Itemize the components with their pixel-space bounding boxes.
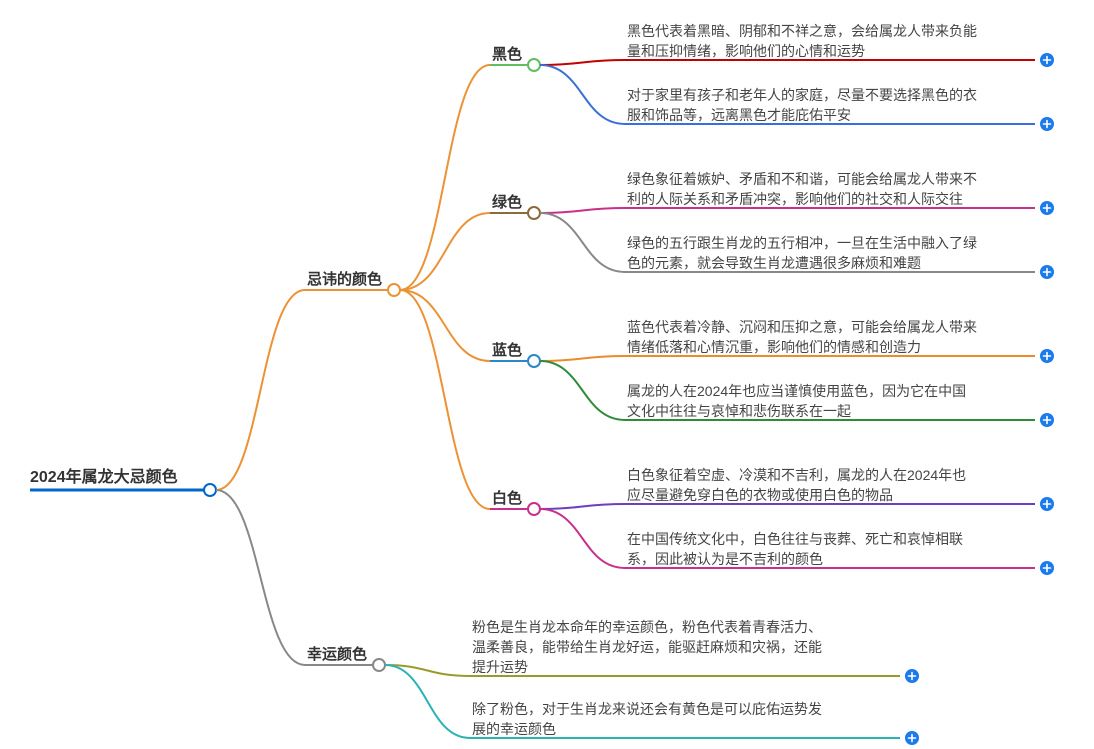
connector: [540, 356, 625, 361]
sub-label-blue: 蓝色: [492, 341, 522, 359]
connector: [216, 490, 305, 665]
leaf-text-white-1: 在中国传统文化中，白色往往与丧葬、死亡和哀悼相联系，因此被认为是不吉利的颜色: [627, 531, 963, 567]
leaf-text-lucky-1: 除了粉色，对于生肖龙来说还会有黄色是可以庇佑运势发展的幸运颜色: [472, 701, 822, 737]
connector: [400, 213, 490, 290]
leaf-text-white-0: 白色象征着空虚、冷漠和不吉利，属龙的人在2024年也应尽量避免穿白色的衣物或使用…: [627, 467, 966, 503]
expand-button-black-1[interactable]: [1040, 117, 1054, 131]
connector: [540, 504, 625, 509]
leaf-text-green-1: 绿色的五行跟生肖龙的五行相冲，一旦在生活中融入了绿色的元素，就会导致生肖龙遭遇很…: [627, 235, 977, 271]
branch-label-taboo: 忌讳的颜色: [307, 270, 382, 288]
root-node: [204, 484, 216, 496]
branch-node-taboo: [388, 284, 400, 296]
connector: [540, 60, 625, 65]
sub-node-green: [528, 207, 540, 219]
leaf-text-blue-1: 属龙的人在2024年也应当谨慎使用蓝色，因为它在中国文化中往往与哀悼和悲伤联系在…: [627, 383, 966, 419]
expand-button-green-0[interactable]: [1040, 201, 1054, 215]
connector: [400, 290, 490, 361]
expand-button-blue-1[interactable]: [1040, 413, 1054, 427]
expand-button-blue-0[interactable]: [1040, 349, 1054, 363]
connector: [400, 65, 490, 290]
connector: [540, 509, 625, 568]
sub-node-blue: [528, 355, 540, 367]
sub-label-green: 绿色: [492, 193, 522, 211]
sub-node-white: [528, 503, 540, 515]
leaf-text-green-0: 绿色象征着嫉妒、矛盾和不和谐，可能会给属龙人带来不利的人际关系和矛盾冲突，影响他…: [627, 171, 977, 207]
expand-button-white-1[interactable]: [1040, 561, 1054, 575]
branch-node-lucky: [373, 659, 385, 671]
connector: [540, 361, 625, 420]
expand-button-lucky-1[interactable]: [905, 731, 919, 745]
leaf-text-black-0: 黑色代表着黑暗、阴郁和不祥之意，会给属龙人带来负能量和压抑情绪，影响他们的心情和…: [627, 23, 977, 59]
sub-label-black: 黑色: [492, 45, 522, 63]
connector: [540, 208, 625, 213]
connector: [400, 290, 490, 509]
leaf-text-black-1: 对于家里有孩子和老年人的家庭，尽量不要选择黑色的衣服和饰品等，远离黑色才能庇佑平…: [627, 87, 977, 123]
root-label: 2024年属龙大忌颜色: [30, 467, 178, 486]
leaf-text-lucky-0: 粉色是生肖龙本命年的幸运颜色，粉色代表着青春活力、温柔善良，能带给生肖龙好运，能…: [472, 619, 822, 675]
connector: [540, 65, 625, 124]
expand-button-black-0[interactable]: [1040, 53, 1054, 67]
leaf-text-blue-0: 蓝色代表着冷静、沉闷和压抑之意，可能会给属龙人带来情绪低落和心情沉重，影响他们的…: [627, 319, 977, 355]
connector: [540, 213, 625, 272]
mindmap-canvas: 2024年属龙大忌颜色 忌讳的颜色 黑色 黑色代表着黑暗、阴郁和不祥之意，会给属龙人带…: [0, 0, 1094, 749]
expand-button-green-1[interactable]: [1040, 265, 1054, 279]
expand-button-lucky-0[interactable]: [905, 669, 919, 683]
branch-label-lucky: 幸运颜色: [307, 645, 367, 663]
expand-button-white-0[interactable]: [1040, 497, 1054, 511]
sub-node-black: [528, 59, 540, 71]
connector: [216, 290, 305, 490]
sub-label-white: 白色: [492, 489, 522, 507]
